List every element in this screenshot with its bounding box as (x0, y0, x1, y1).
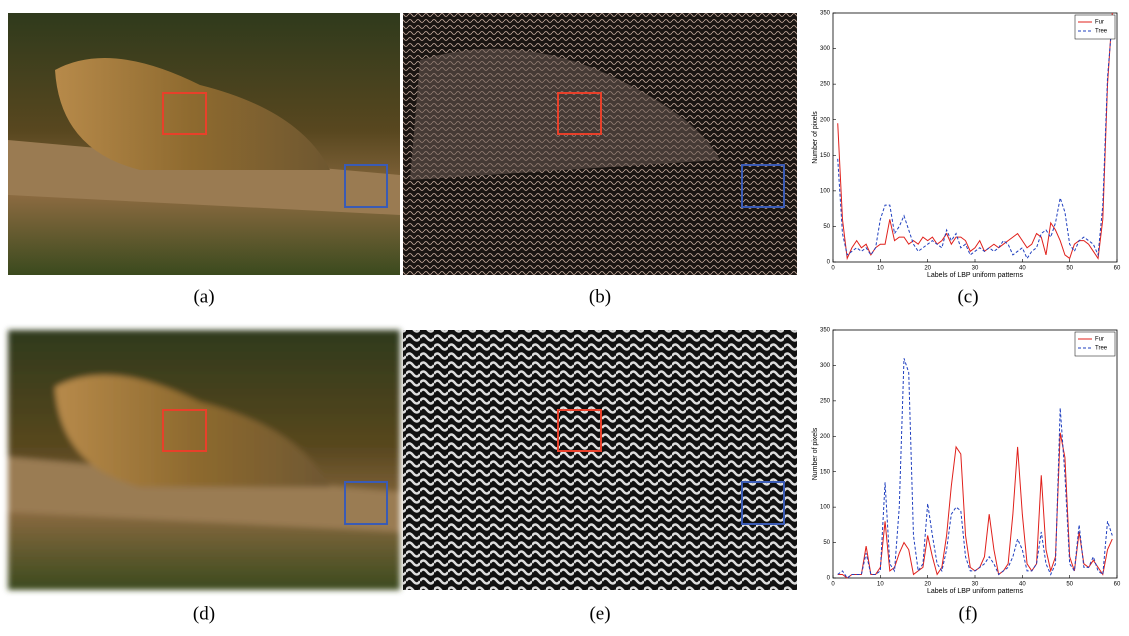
y-tick-label: 50 (823, 540, 830, 546)
plot-frame (832, 329, 1118, 579)
caption: (b) (589, 286, 611, 307)
x-axis-label: Labels of LBP uniform patterns (927, 272, 1023, 279)
x-tick-label: 60 (1114, 582, 1121, 588)
y-tick-label: 350 (820, 328, 831, 334)
y-axis-label: Number of pixels (812, 111, 819, 164)
image-e (403, 330, 797, 590)
y-tick-label: 100 (820, 188, 831, 194)
y-tick-label: 0 (827, 576, 831, 582)
x-tick-label: 30 (972, 582, 979, 588)
x-tick-label: 40 (1019, 582, 1026, 588)
y-tick-label: 0 (827, 260, 831, 266)
x-tick-label: 10 (877, 582, 884, 588)
x-tick-label: 20 (924, 582, 931, 588)
caption: (d) (193, 603, 215, 624)
series-line (837, 12, 1113, 261)
y-tick-label: 250 (820, 398, 831, 404)
x-tick-label: 50 (1066, 582, 1073, 588)
caption: (e) (589, 603, 610, 624)
x-tick-label: 10 (877, 266, 884, 272)
x-tick-label: 0 (831, 266, 835, 272)
y-tick-label: 50 (823, 224, 830, 230)
series-line (837, 358, 1113, 579)
x-tick-label: 50 (1066, 266, 1073, 272)
y-tick-label: 200 (820, 434, 831, 440)
y-tick-label: 100 (820, 505, 831, 511)
x-tick-label: 40 (1019, 266, 1026, 272)
plot-frame (832, 12, 1118, 263)
x-tick-label: 20 (924, 266, 931, 272)
caption: (f) (959, 603, 978, 624)
image-d (8, 330, 400, 590)
caption: (c) (957, 286, 978, 307)
legend-box (1074, 14, 1116, 40)
image-b (403, 13, 797, 275)
x-tick-label: 30 (972, 266, 979, 272)
image-a (8, 13, 400, 275)
series-line (837, 20, 1113, 260)
legend-label: Tree (1095, 29, 1108, 35)
caption: (a) (193, 286, 214, 307)
x-tick-label: 60 (1114, 266, 1121, 272)
y-axis-label: Number of pixels (812, 427, 819, 480)
y-tick-label: 150 (820, 153, 831, 159)
y-tick-label: 300 (820, 363, 831, 369)
y-tick-label: 150 (820, 469, 831, 475)
y-tick-label: 200 (820, 117, 831, 123)
y-tick-label: 300 (820, 46, 831, 52)
legend-label: Fur (1095, 337, 1104, 343)
x-axis-label: Labels of LBP uniform patterns (927, 588, 1023, 595)
y-tick-label: 250 (820, 82, 831, 88)
legend-label: Tree (1095, 346, 1108, 352)
x-tick-label: 0 (831, 582, 835, 588)
legend-box (1074, 331, 1116, 357)
y-tick-label: 350 (820, 11, 831, 17)
legend-label: Fur (1095, 20, 1104, 26)
